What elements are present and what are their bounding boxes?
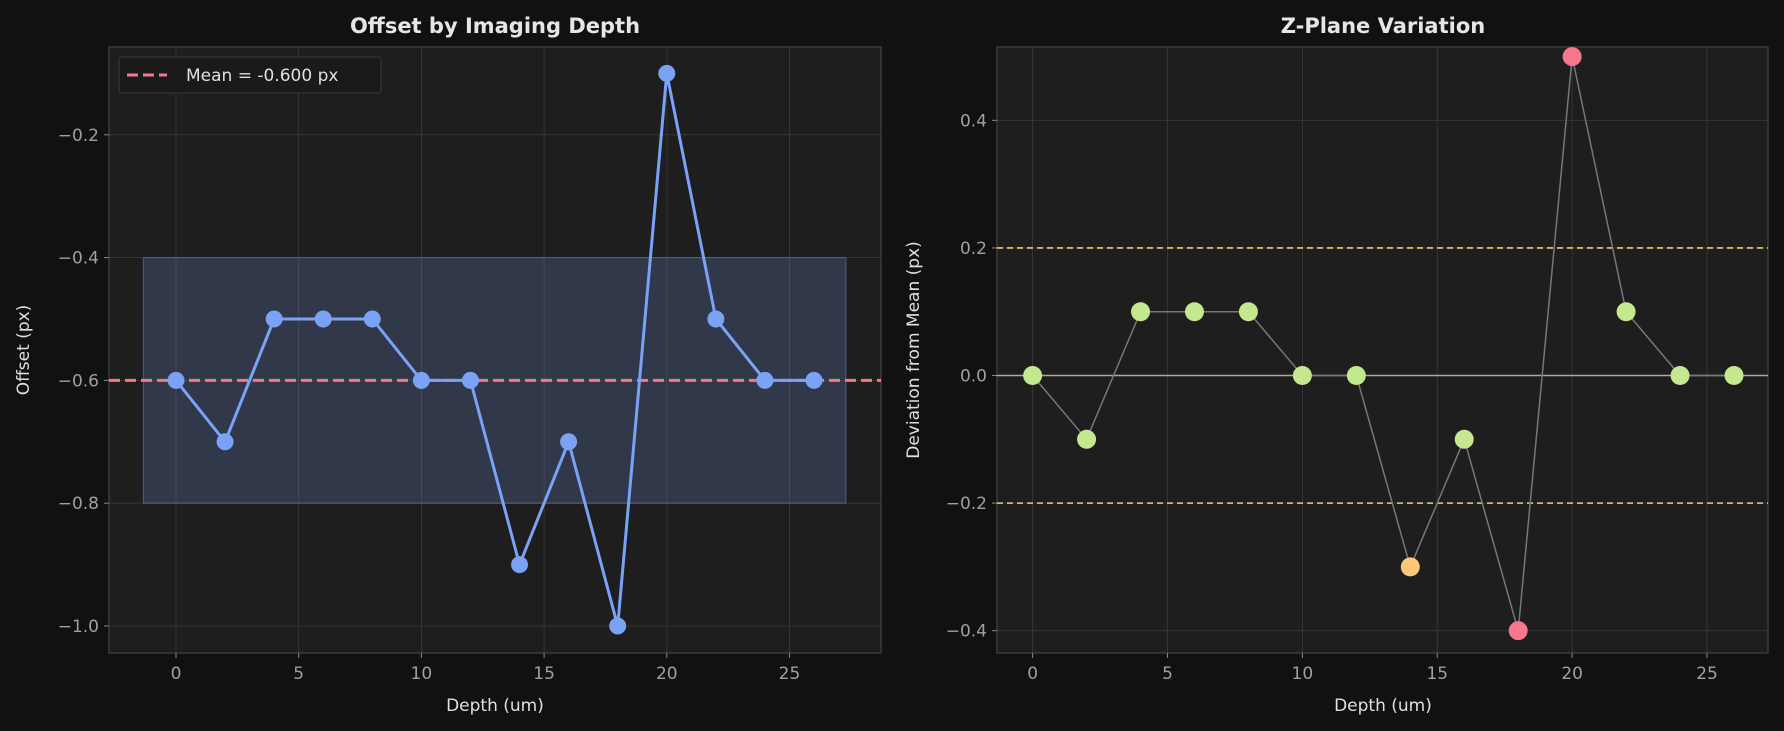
- legend-entry: Mean = -0.600 px: [186, 66, 338, 86]
- x-tick-label: 5: [1162, 664, 1173, 684]
- y-tick-label: −0.2: [946, 494, 987, 514]
- x-tick-label: 10: [1292, 664, 1314, 684]
- x-tick-label: 0: [1027, 664, 1038, 684]
- y-axis-label: Deviation from Mean (px): [904, 241, 924, 459]
- y-tick-label: −1.0: [58, 617, 99, 637]
- data-point: [1023, 366, 1043, 386]
- legend-box: [118, 56, 382, 94]
- x-tick-label: 20: [1561, 664, 1583, 684]
- z-plane-variation-panel: Z-Plane Variation Depth (um) Deviation f…: [904, 14, 1769, 716]
- y-tick-label: 0.0: [960, 367, 987, 387]
- data-point: [1346, 366, 1366, 386]
- data-point: [363, 310, 381, 328]
- data-point: [1616, 302, 1636, 322]
- x-tick-label: 5: [293, 664, 304, 684]
- legend: Mean = -0.600 px: [118, 56, 382, 94]
- plot-area: [108, 46, 882, 654]
- data-point: [511, 556, 529, 574]
- data-point: [461, 371, 479, 389]
- data-point: [1724, 366, 1744, 386]
- data-point: [1238, 302, 1258, 322]
- y-tick-label: 0.2: [960, 239, 987, 259]
- x-tick-label: 20: [656, 664, 678, 684]
- offset-by-depth-panel: Offset by Imaging Depth Depth (um) Offse…: [14, 14, 882, 716]
- data-point: [1400, 557, 1420, 577]
- data-point: [1292, 366, 1312, 386]
- data-point: [216, 433, 234, 451]
- data-point: [1670, 366, 1690, 386]
- x-tick-label: 25: [1696, 664, 1718, 684]
- y-tick-label: −0.6: [58, 371, 99, 391]
- data-point: [658, 64, 676, 82]
- data-point: [756, 371, 774, 389]
- data-point: [1454, 429, 1474, 449]
- chart-title: Z-Plane Variation: [1281, 14, 1485, 38]
- data-point: [1508, 621, 1528, 641]
- data-point: [1077, 429, 1097, 449]
- data-point: [1184, 302, 1204, 322]
- x-tick-label: 10: [411, 664, 433, 684]
- data-point: [412, 371, 430, 389]
- chart-title: Offset by Imaging Depth: [350, 14, 640, 38]
- y-axis-label: Offset (px): [14, 305, 34, 396]
- x-tick-label: 25: [779, 664, 801, 684]
- y-tick-label: −0.2: [58, 126, 99, 146]
- data-point: [805, 371, 823, 389]
- x-tick-label: 0: [171, 664, 182, 684]
- x-tick-label: 15: [533, 664, 555, 684]
- x-axis-label: Depth (um): [1334, 696, 1432, 716]
- plot-area: [996, 46, 1769, 654]
- data-point: [167, 371, 185, 389]
- y-tick-label: 0.4: [960, 111, 987, 131]
- x-tick-label: 15: [1426, 664, 1448, 684]
- x-axis-label: Depth (um): [446, 696, 544, 716]
- data-point: [560, 433, 578, 451]
- data-point: [1131, 302, 1151, 322]
- data-point: [707, 310, 725, 328]
- y-tick-label: −0.4: [58, 249, 99, 269]
- y-tick-label: −0.8: [58, 494, 99, 514]
- data-point: [314, 310, 332, 328]
- y-tick-label: −0.4: [946, 622, 987, 642]
- data-point: [1562, 47, 1582, 67]
- data-point: [265, 310, 283, 328]
- data-point: [609, 617, 627, 635]
